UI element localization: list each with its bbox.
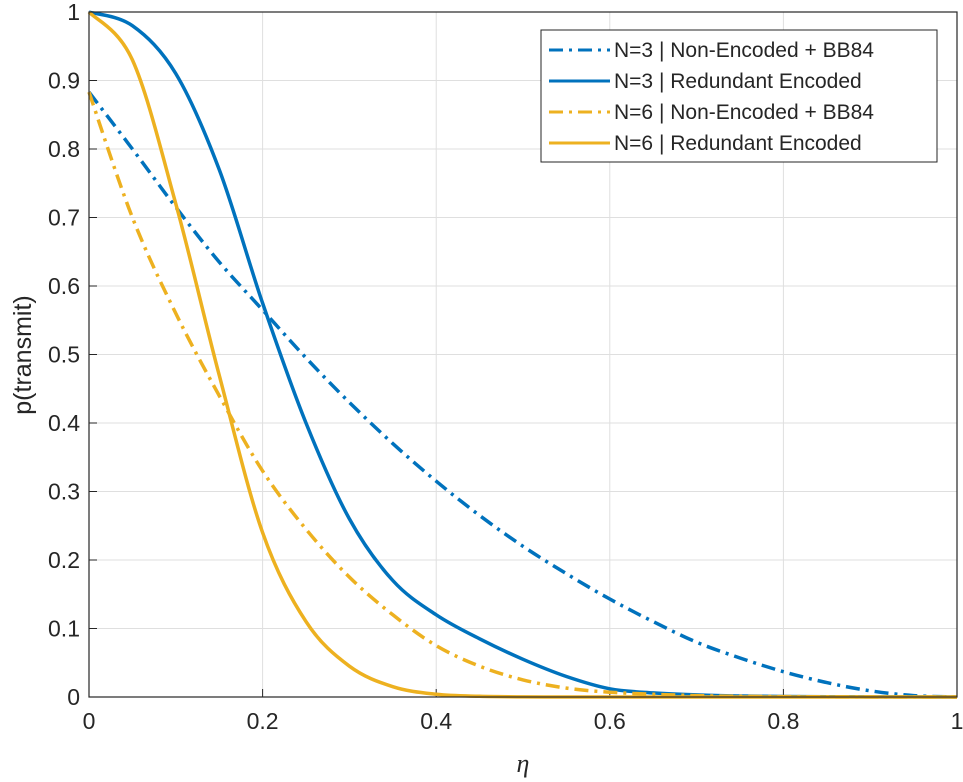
y-tick-label: 0.2	[48, 547, 80, 573]
y-tick-label: 0.7	[48, 205, 80, 231]
legend-box	[540, 29, 938, 163]
x-tick-label: 0.2	[247, 708, 279, 734]
legend-label: N=6 | Non-Encoded + BB84	[614, 101, 874, 124]
x-tick-label: 0.8	[767, 708, 799, 734]
x-tick-label: 1	[951, 708, 963, 734]
axes-frame	[88, 11, 958, 698]
y-tick-label: 1	[67, 0, 80, 25]
y-tick-label: 0.8	[48, 136, 80, 162]
legend-entry: N=3 | Non-Encoded + BB84	[549, 39, 874, 62]
legend: N=3 | Non-Encoded + BB84 N=3 | Redundant…	[540, 29, 938, 163]
legend-entry: N=3 | Redundant Encoded	[549, 70, 862, 93]
legend-entry: N=6 | Redundant Encoded	[549, 132, 862, 155]
y-tick-label: 0.3	[48, 479, 80, 505]
series-line-1	[87, 91, 958, 699]
y-tick-label: 0.6	[48, 273, 80, 299]
legend-label: N=6 | Redundant Encoded	[614, 132, 862, 155]
y-tick-label: 0	[67, 684, 80, 710]
x-tick-label: 0.4	[420, 708, 452, 734]
x-axis-label: η	[517, 749, 530, 778]
y-tick-label: 0.1	[48, 616, 80, 642]
y-axis-label: p(transmit)	[9, 295, 37, 414]
y-tick-label: 0.9	[48, 68, 80, 94]
y-tick-label: 0.4	[48, 410, 80, 436]
series-line-3	[87, 91, 957, 699]
y-tick-label: 0.5	[48, 342, 80, 368]
x-tick-label: 0	[83, 708, 96, 734]
legend-entry: N=6 | Non-Encoded + BB84	[549, 101, 874, 124]
tick-labels: 0 0.2 0.4 0.6 0.8 1 0 0.1 0.2 0.3 0.4 0.5 0.6 0.7 0.8 0…	[48, 0, 963, 734]
legend-label: N=3 | Non-Encoded + BB84	[614, 39, 874, 62]
legend-label: N=3 | Redundant Encoded	[614, 70, 862, 93]
x-tick-label: 0.6	[594, 708, 626, 734]
